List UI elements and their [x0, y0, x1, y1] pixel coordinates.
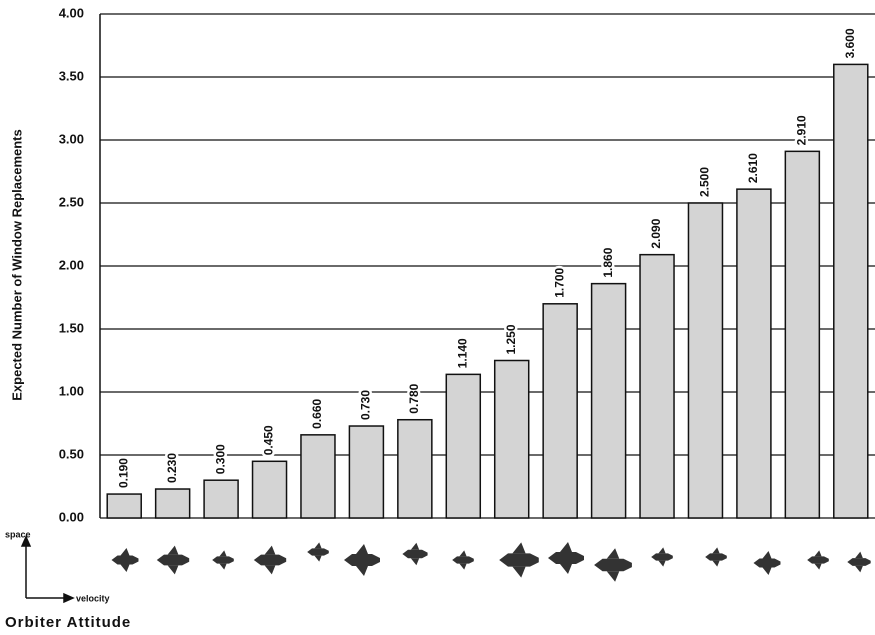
- y-tick-label: 2.50: [59, 194, 84, 209]
- bar: [639, 253, 675, 519]
- value-label: 1.250: [504, 324, 518, 354]
- orientation-icons: [111, 542, 871, 582]
- bar: [348, 425, 385, 519]
- y-axis-label: Expected Number of Window Replacements: [9, 129, 24, 401]
- axis-key-up: space: [5, 529, 31, 539]
- value-label: 0.300: [213, 444, 227, 474]
- bar: [590, 282, 627, 519]
- value-label: 1.860: [601, 247, 615, 277]
- bar: [542, 303, 578, 519]
- y-tick-label: 4.00: [59, 5, 84, 20]
- bar: [445, 373, 482, 519]
- bar: [736, 188, 772, 519]
- bar: [397, 418, 433, 519]
- bar: [493, 359, 530, 519]
- y-tick-label: 0.00: [59, 509, 84, 524]
- bar: [106, 493, 142, 519]
- bar: [251, 460, 288, 519]
- value-label: 3.600: [843, 28, 857, 58]
- bar: [833, 63, 869, 519]
- value-label: 1.700: [552, 267, 566, 297]
- bar: [300, 434, 336, 519]
- value-label: 0.660: [310, 398, 324, 428]
- value-label: 2.610: [746, 153, 760, 183]
- y-tick-label: 1.50: [59, 320, 84, 335]
- value-label: 2.500: [698, 167, 712, 197]
- value-label: 1.140: [455, 338, 469, 368]
- x-axis-label: Orbiter Attitude: [5, 614, 131, 631]
- value-label: 0.230: [165, 453, 179, 483]
- y-tick-label: 3.00: [59, 131, 84, 146]
- value-label: 2.090: [649, 218, 663, 248]
- y-tick-label: 3.50: [59, 68, 84, 83]
- bar: [687, 202, 724, 519]
- axis-key: [20, 535, 75, 604]
- value-label: 0.450: [262, 425, 276, 455]
- bar: [784, 150, 821, 519]
- value-label: 2.910: [795, 115, 809, 145]
- bar: [203, 479, 239, 519]
- axis-key-right: velocity: [76, 593, 110, 603]
- value-label: 0.780: [407, 383, 421, 413]
- y-tick-label: 1.00: [59, 383, 84, 398]
- y-tick-label: 2.00: [59, 257, 84, 272]
- value-label: 0.190: [116, 458, 130, 488]
- y-tick-label: 0.50: [59, 446, 84, 461]
- bar: [154, 488, 191, 519]
- value-label: 0.730: [359, 390, 373, 420]
